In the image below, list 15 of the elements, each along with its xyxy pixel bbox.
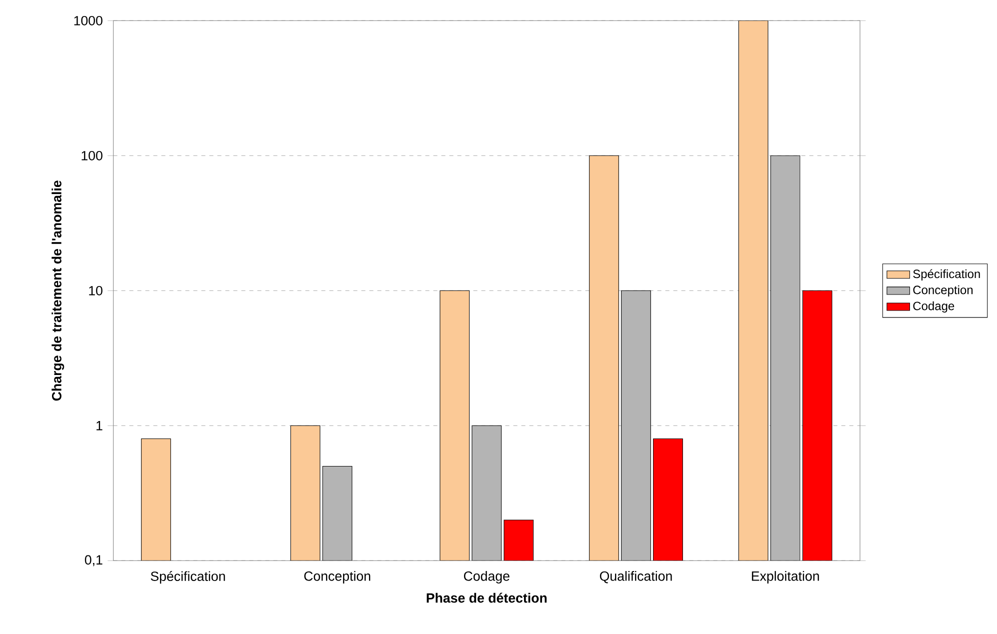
legend-label: Codage bbox=[913, 301, 954, 313]
y-tick-label: 100 bbox=[82, 150, 102, 160]
x-tick-label: Qualification bbox=[600, 571, 672, 584]
x-tick-label: Exploitation bbox=[752, 571, 819, 584]
y-axis-title: Charge de traitement de l'anomalie bbox=[52, 180, 64, 401]
y-tick-label: 1 bbox=[96, 421, 102, 430]
x-axis-title: Phase de détection bbox=[426, 592, 547, 603]
x-tick-label: Spécification bbox=[150, 571, 225, 584]
y-tick-label: 1000 bbox=[74, 16, 102, 26]
y-tick-label: 0,1 bbox=[84, 555, 102, 566]
legend-label: Conception bbox=[913, 285, 973, 297]
x-tick-label: Codage bbox=[464, 571, 510, 584]
legend-label: Spécification bbox=[913, 269, 980, 281]
x-tick-label: Conception bbox=[304, 571, 370, 584]
y-tick-label: 10 bbox=[89, 286, 102, 296]
